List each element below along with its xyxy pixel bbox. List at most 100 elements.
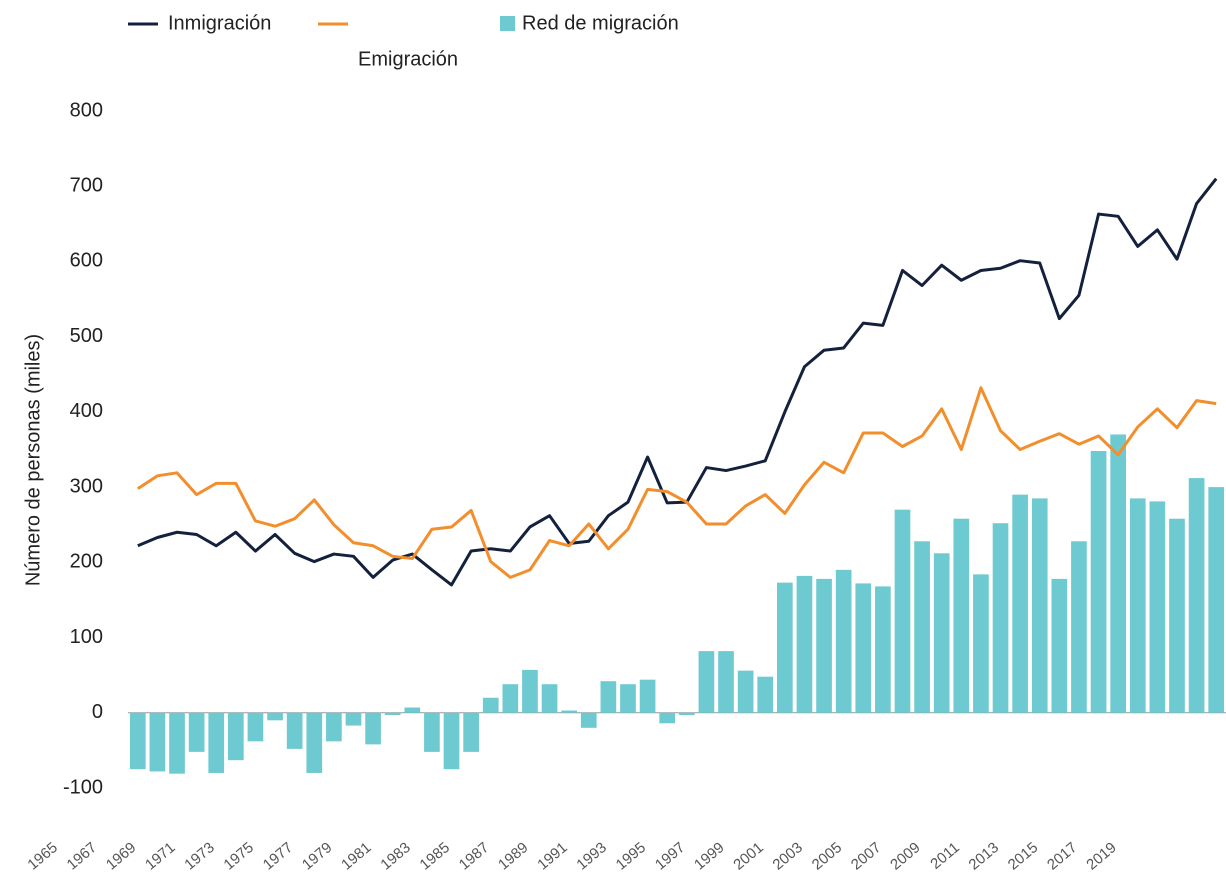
y-tick-label: 600 — [70, 250, 103, 272]
bar — [522, 669, 538, 713]
bar — [718, 651, 734, 713]
bar — [345, 712, 362, 726]
bar — [776, 582, 793, 713]
bar — [678, 712, 695, 716]
x-tick-label: 2015 — [1005, 839, 1041, 873]
bar — [816, 578, 832, 713]
x-tick-label: 1987 — [456, 839, 492, 873]
bar — [384, 712, 401, 716]
x-tick-label: 1985 — [417, 839, 453, 873]
y-tick-label: 700 — [70, 175, 103, 197]
bar — [208, 712, 225, 773]
y-tick-label: 0 — [92, 701, 103, 723]
x-tick-label: 1971 — [142, 839, 178, 873]
bar — [1149, 501, 1166, 713]
bar — [600, 681, 617, 713]
bar — [561, 710, 578, 713]
bar — [404, 707, 421, 713]
x-tick-label: 1975 — [221, 839, 257, 873]
bar — [1208, 487, 1225, 713]
bar — [620, 684, 636, 713]
bar — [482, 697, 499, 713]
x-tick-label: 2013 — [966, 839, 1002, 873]
y-tick-label: 400 — [70, 400, 103, 422]
bar — [502, 684, 519, 713]
x-tick-label: 1989 — [495, 839, 531, 873]
x-tick-label: 2001 — [730, 839, 766, 873]
x-tick-label: 1997 — [652, 839, 688, 873]
legend-label: Inmigración — [168, 12, 271, 34]
x-tick-label: 1999 — [691, 839, 727, 873]
x-tick-label: 1991 — [534, 839, 570, 873]
x-tick-label: 1983 — [377, 839, 413, 873]
x-tick-label: 1967 — [64, 839, 100, 873]
x-tick-label: 1981 — [338, 839, 374, 873]
legend-label: Red de migración — [522, 12, 679, 34]
bar — [835, 569, 852, 713]
x-tick-label: 2011 — [927, 839, 963, 873]
line — [137, 177, 1218, 587]
x-tick-label: 2005 — [809, 839, 845, 873]
bar — [580, 712, 597, 728]
legend-label: Emigración — [358, 48, 458, 70]
bar — [894, 509, 911, 713]
y-axis-label: Número de personas (miles) — [22, 334, 44, 586]
bar — [169, 712, 185, 774]
y-tick-label: 300 — [70, 475, 103, 497]
bar — [424, 712, 440, 752]
bar — [1012, 494, 1028, 713]
x-tick-label: 1969 — [103, 839, 139, 873]
bar — [267, 712, 283, 721]
bar — [1071, 541, 1087, 713]
bar — [933, 553, 950, 713]
y-tick-label: 100 — [70, 626, 103, 648]
x-tick-label: 1973 — [181, 839, 217, 873]
bar — [1051, 578, 1068, 713]
bar — [541, 684, 558, 713]
bar — [659, 712, 676, 724]
bar — [326, 712, 342, 742]
x-tick-label: 1965 — [24, 839, 60, 873]
x-tick-label: 1977 — [260, 839, 296, 873]
bar — [992, 523, 1009, 713]
x-tick-label: 2007 — [848, 839, 884, 873]
bar — [698, 651, 715, 713]
bar — [286, 712, 303, 749]
bar — [1090, 451, 1107, 713]
bar — [227, 712, 244, 761]
bar — [306, 712, 323, 773]
y-tick-label: 800 — [70, 99, 103, 121]
bar — [1110, 434, 1127, 713]
bar — [365, 712, 381, 745]
bar — [737, 670, 754, 713]
y-tick-label: 200 — [70, 551, 103, 573]
y-tick-label: -100 — [63, 776, 103, 798]
line — [136, 386, 1217, 579]
bar — [953, 518, 970, 713]
bar — [875, 586, 891, 713]
x-tick-label: 2009 — [887, 839, 923, 873]
bar — [757, 676, 774, 713]
legend-swatch — [500, 16, 515, 31]
bar — [914, 541, 930, 713]
bar — [247, 712, 264, 742]
bar — [796, 575, 813, 713]
bar — [1169, 518, 1185, 713]
bar — [1188, 478, 1205, 713]
bar — [639, 679, 656, 713]
bar — [463, 712, 479, 752]
bar — [129, 712, 146, 770]
bar — [443, 712, 460, 770]
x-tick-label: 2017 — [1044, 839, 1080, 873]
bar — [1129, 498, 1146, 713]
x-tick-label: 2019 — [1083, 839, 1119, 873]
x-tick-label: 2003 — [770, 839, 806, 873]
bar — [149, 712, 166, 772]
x-tick-label: 1993 — [573, 839, 609, 873]
bar — [1031, 498, 1048, 713]
bar — [188, 712, 205, 752]
y-tick-label: 500 — [70, 325, 103, 347]
bar — [973, 574, 989, 713]
bar — [855, 583, 872, 713]
